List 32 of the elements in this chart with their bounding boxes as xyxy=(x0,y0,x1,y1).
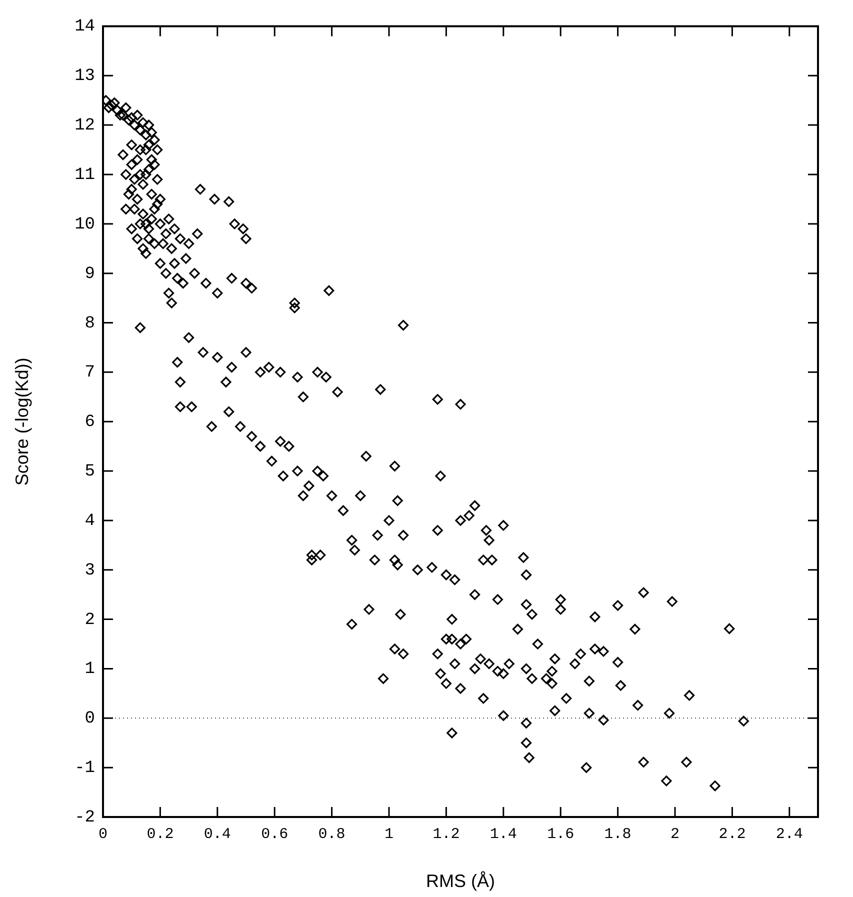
y-tick-label: 7 xyxy=(84,364,95,383)
x-tick-label: 1.4 xyxy=(490,826,517,843)
y-tick-label: 1 xyxy=(84,660,95,680)
x-tick-label: 0 xyxy=(98,826,108,843)
x-tick-label: 0.6 xyxy=(261,826,288,843)
x-tick-label: 2.2 xyxy=(718,826,746,843)
y-tick-label: 10 xyxy=(74,215,95,234)
y-axis-title: Score (-log(Kd)) xyxy=(12,358,32,486)
y-tick-label: 4 xyxy=(84,512,95,531)
x-tick-label: 1 xyxy=(384,826,394,843)
y-tick-label: 0 xyxy=(84,710,95,729)
x-tick-label: 2.4 xyxy=(776,826,803,843)
x-tick-label: 1.8 xyxy=(604,826,632,843)
y-tick-label: 8 xyxy=(84,314,95,334)
y-tick-label: 5 xyxy=(84,462,95,482)
x-tick-label: 0.8 xyxy=(318,826,346,843)
y-tick-label: 6 xyxy=(84,413,95,432)
y-tick-label: -2 xyxy=(74,808,95,828)
y-tick-label: 3 xyxy=(84,561,95,580)
x-tick-label: 2 xyxy=(670,826,680,843)
x-tick-label: 1.2 xyxy=(432,826,460,843)
x-tick-label: 0.2 xyxy=(146,826,174,843)
x-tick-label: 1.6 xyxy=(547,826,574,843)
y-tick-label: 9 xyxy=(84,264,95,284)
y-tick-label: -1 xyxy=(74,759,95,778)
x-axis-title: RMS (Å) xyxy=(426,871,495,892)
y-tick-label: 2 xyxy=(84,610,95,630)
y-tick-label: 14 xyxy=(74,18,95,37)
x-tick-label: 0.4 xyxy=(204,826,231,843)
y-tick-label: 12 xyxy=(74,116,95,136)
y-tick-label: 13 xyxy=(74,67,95,86)
y-tick-label: 11 xyxy=(74,166,95,185)
